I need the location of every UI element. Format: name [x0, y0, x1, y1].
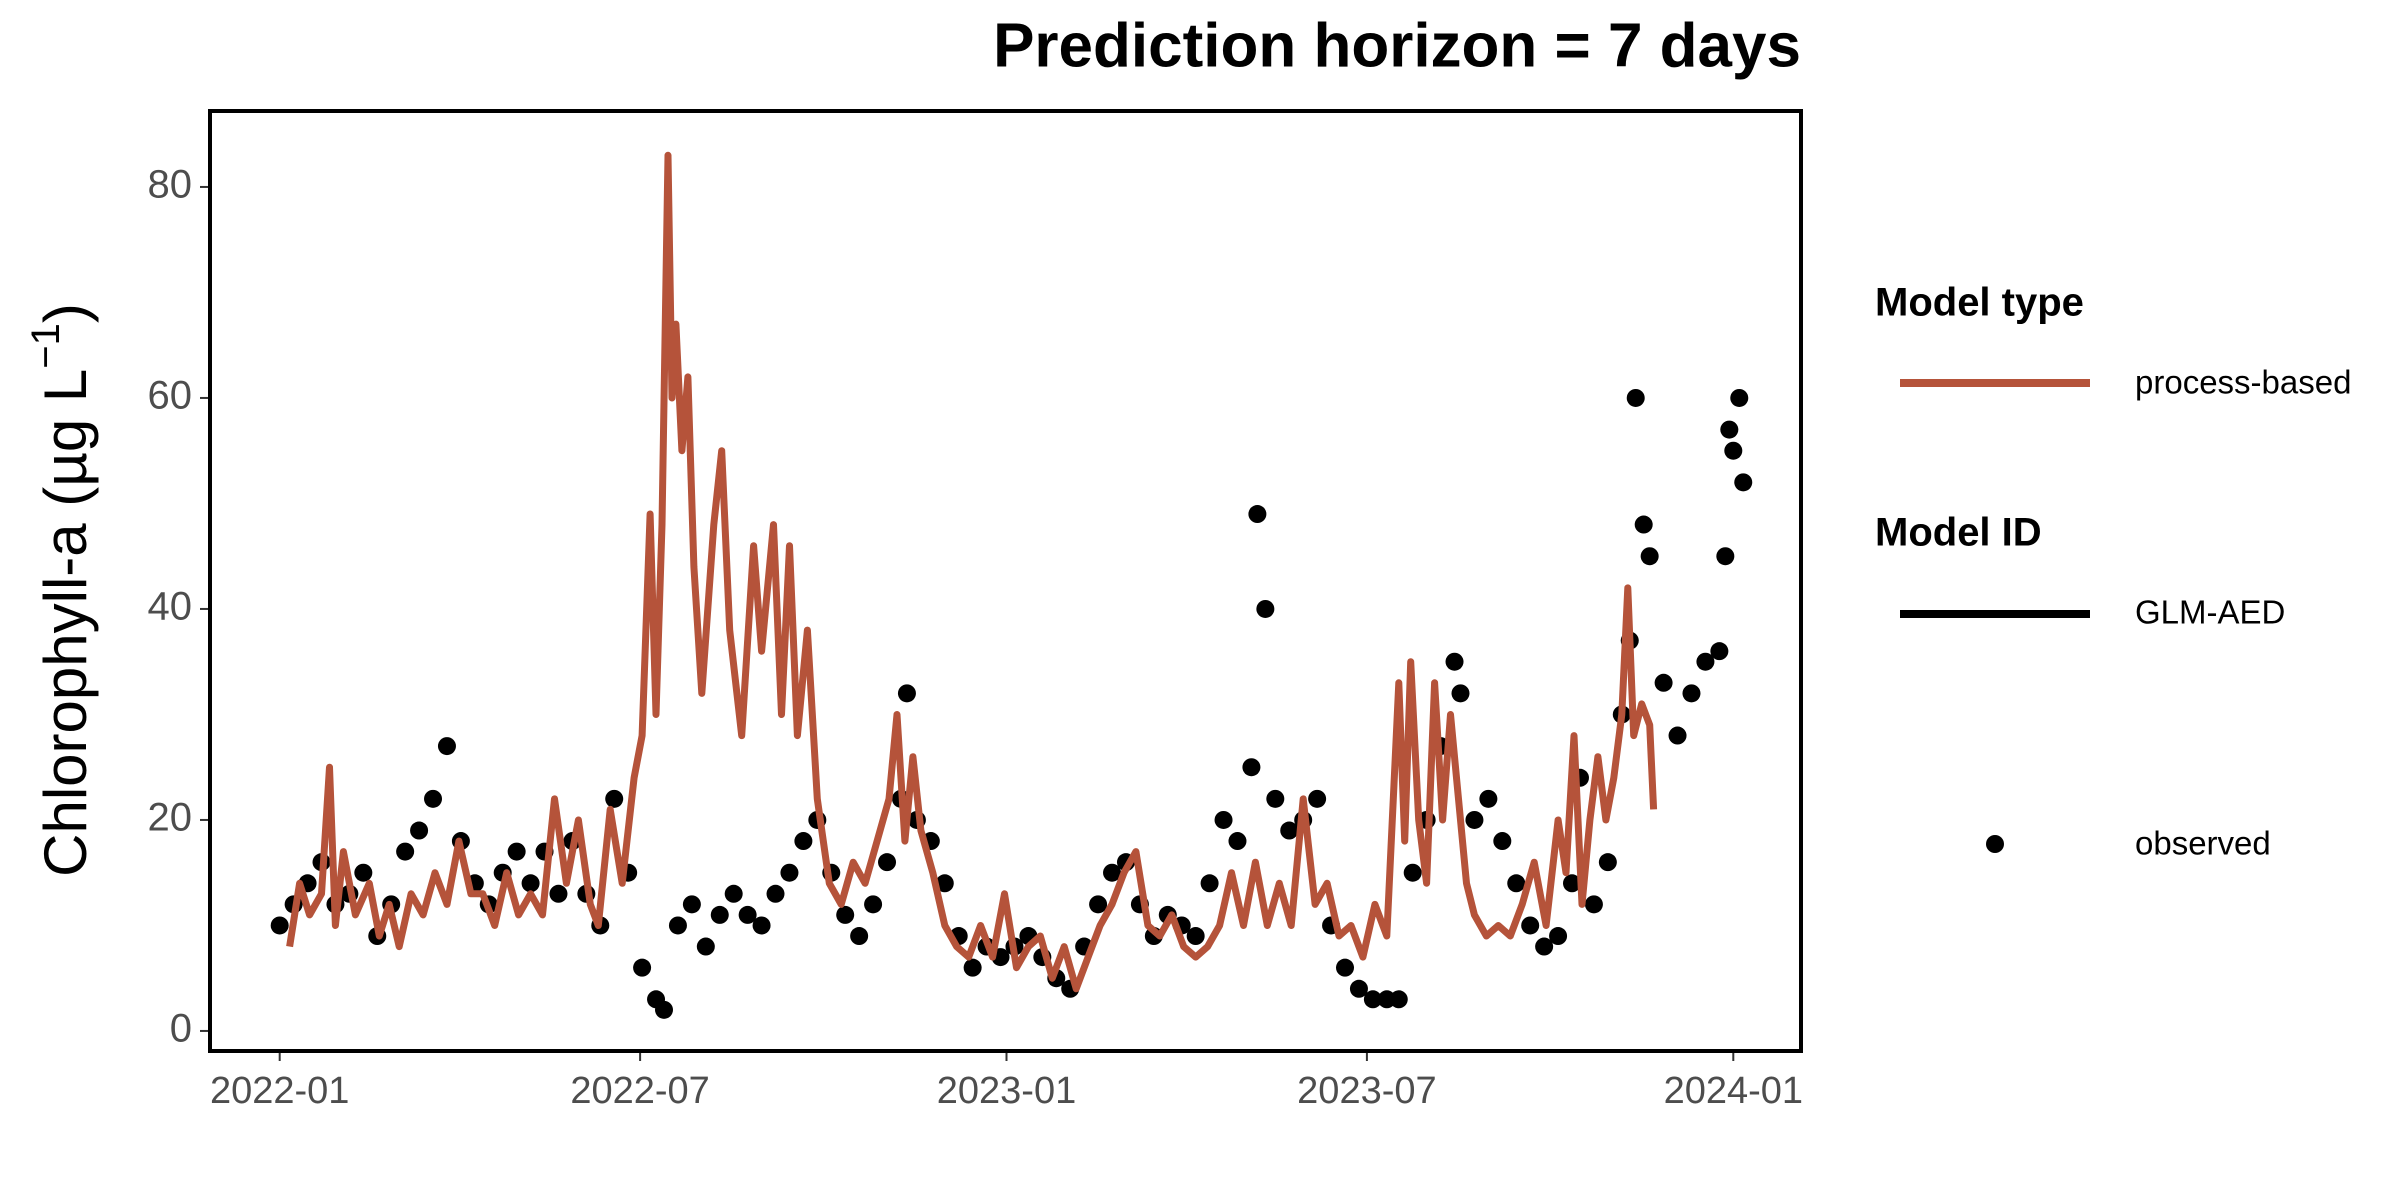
- series-line: [286, 151, 1658, 993]
- y-label-close: ): [32, 303, 99, 323]
- observation-point: [270, 916, 289, 935]
- observation-point: [1493, 832, 1512, 851]
- y-label-superscript: −1: [24, 323, 68, 369]
- y-tick-label: 80: [148, 163, 193, 207]
- observation-point: [710, 905, 729, 924]
- observation-point: [850, 927, 869, 946]
- y-tick-label: 60: [148, 374, 193, 418]
- chart-title: Prediction horizon = 7 days: [993, 11, 1801, 80]
- observation-point: [1089, 895, 1108, 914]
- y-tick-label: 20: [148, 796, 193, 840]
- observation-point: [396, 842, 415, 861]
- plot-border: [208, 109, 1803, 1053]
- x-tick-label: 2022-01: [210, 1070, 349, 1112]
- legend-title: Model type: [1875, 281, 2084, 325]
- observation-point: [1451, 684, 1470, 703]
- observation-point: [605, 789, 624, 808]
- observation-point: [521, 874, 540, 893]
- observation-point: [1563, 874, 1582, 893]
- observation-point: [1535, 937, 1554, 956]
- x-tick-label: 2023-07: [1297, 1070, 1436, 1112]
- observation-point: [1479, 789, 1498, 808]
- observation-point: [1248, 505, 1267, 524]
- observation-point: [794, 832, 813, 851]
- observation-point: [507, 842, 526, 861]
- observation-point: [1730, 388, 1749, 407]
- observation-point: [1363, 990, 1382, 1009]
- observation-point: [1214, 810, 1233, 829]
- observation-point: [738, 905, 757, 924]
- observation-point: [897, 684, 916, 703]
- observation-point: [1389, 990, 1408, 1009]
- observation-point: [1720, 420, 1739, 439]
- observation-point: [724, 884, 743, 903]
- observation-point: [1507, 874, 1526, 893]
- y-axis-label: Chlorophyll-a (µg L−1): [24, 303, 99, 877]
- observation-point: [1598, 853, 1617, 872]
- observation-point: [1716, 547, 1735, 566]
- observation-point: [1200, 874, 1219, 893]
- observation-point: [633, 958, 652, 977]
- observation-point: [864, 895, 883, 914]
- observation-point: [696, 937, 715, 956]
- observation-point: [1228, 832, 1247, 851]
- observation-point: [1549, 927, 1568, 946]
- observation-point: [655, 1000, 674, 1019]
- observation-point: [963, 958, 982, 977]
- legend-label: process-based: [2135, 364, 2351, 401]
- observation-point: [424, 789, 443, 808]
- observation-point: [1724, 441, 1743, 460]
- observation-point: [549, 884, 568, 903]
- observation-point: [1521, 916, 1540, 935]
- observation-point: [1640, 547, 1659, 566]
- observation-point: [752, 916, 771, 935]
- y-label-text: Chlorophyll-a (µg L: [32, 369, 99, 877]
- observation-point: [1349, 979, 1368, 998]
- observation-point: [1710, 642, 1729, 661]
- y-tick-label: 0: [170, 1007, 192, 1051]
- legend-label: GLM-AED: [2135, 594, 2285, 631]
- observation-point: [1103, 863, 1122, 882]
- observation-point: [1242, 758, 1261, 777]
- observation-point: [1445, 652, 1464, 671]
- observation-point: [1308, 789, 1327, 808]
- observation-point: [1465, 810, 1484, 829]
- legend-title: Model ID: [1875, 511, 2042, 555]
- observation-point: [1654, 673, 1673, 692]
- observation-point: [1256, 599, 1275, 618]
- observation-point: [682, 895, 701, 914]
- observation-point: [410, 821, 429, 840]
- observation-point: [354, 863, 373, 882]
- observation-point: [1584, 895, 1603, 914]
- observation-point: [836, 905, 855, 924]
- observation-point: [1682, 684, 1701, 703]
- observation-point: [1186, 927, 1205, 946]
- observation-point: [1668, 726, 1687, 745]
- observation-point: [1734, 473, 1753, 492]
- observation-point: [1280, 821, 1299, 840]
- x-tick-label: 2024-01: [1664, 1070, 1803, 1112]
- legend-label: observed: [2135, 825, 2271, 862]
- legend-key-point: [1986, 835, 2004, 853]
- observation-point: [668, 916, 687, 935]
- observation-point: [780, 863, 799, 882]
- observation-point: [1403, 863, 1422, 882]
- observation-point: [1696, 652, 1715, 671]
- observation-point: [437, 737, 456, 756]
- x-tick-label: 2023-01: [937, 1070, 1076, 1112]
- observation-point: [878, 853, 897, 872]
- observation-point: [1626, 388, 1645, 407]
- observation-point: [1266, 789, 1285, 808]
- observation-point: [935, 874, 954, 893]
- x-tick-label: 2022-07: [570, 1070, 709, 1112]
- y-tick-label: 40: [148, 585, 193, 629]
- observation-point: [766, 884, 785, 903]
- observation-point: [1336, 958, 1355, 977]
- observation-point: [1634, 515, 1653, 534]
